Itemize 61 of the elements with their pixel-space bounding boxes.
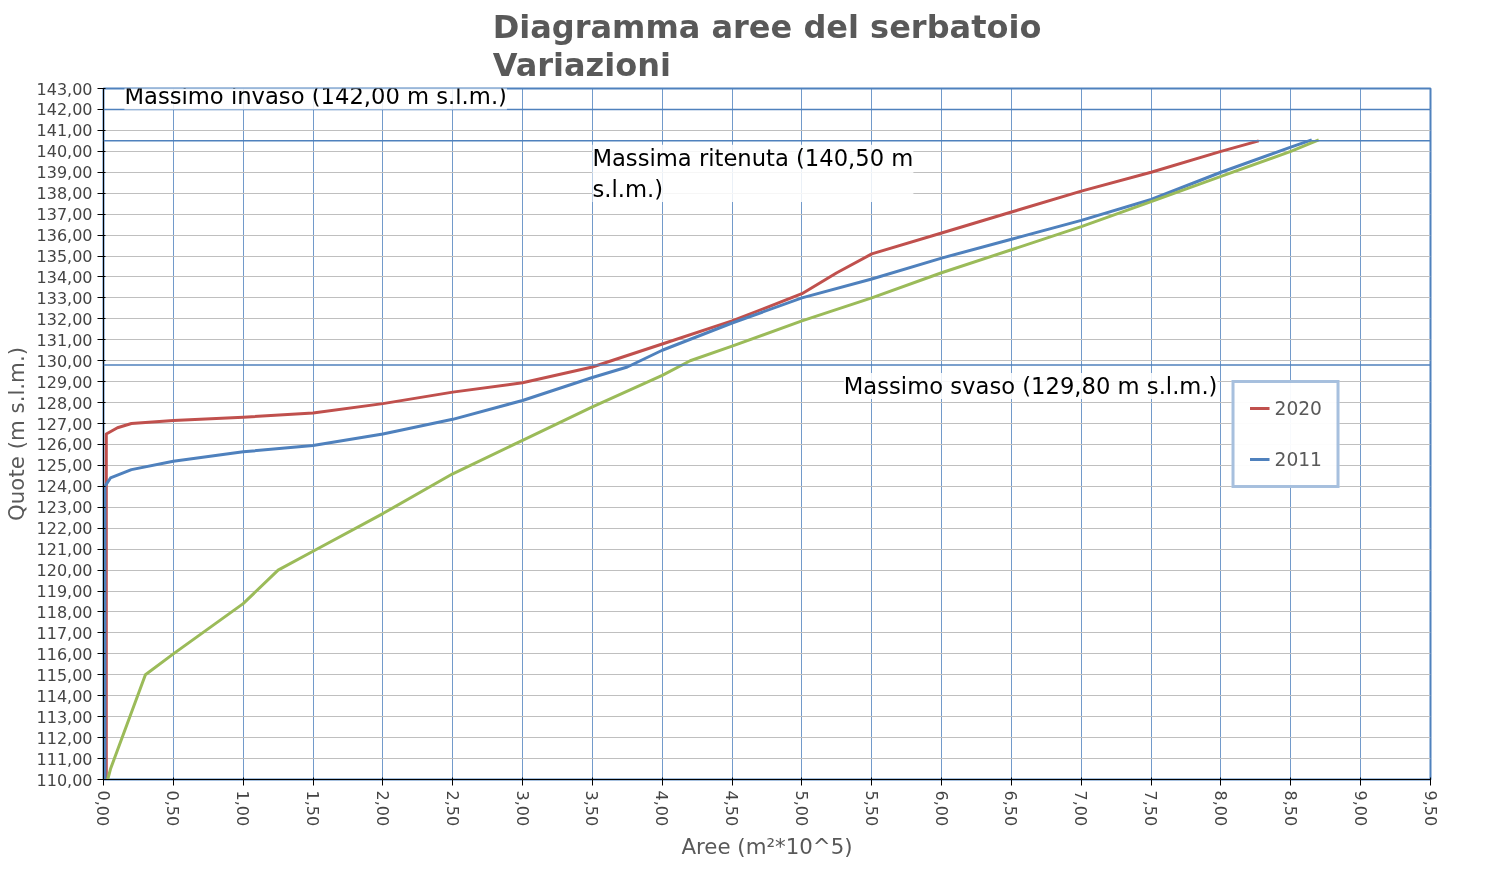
- y-axis-title: Quote (m s.l.m.): [3, 347, 29, 521]
- y-tick-label: 134,00: [36, 267, 93, 287]
- y-tick-label: 120,00: [36, 561, 93, 581]
- y-tick-label: 136,00: [36, 226, 93, 246]
- y-tick-label: 126,00: [36, 435, 93, 455]
- x-tick-label: 4,50: [722, 790, 742, 827]
- x-tick-label: 5,00: [791, 790, 811, 827]
- y-tick-label: 110,00: [36, 770, 93, 790]
- y-tick-label: 142,00: [36, 100, 93, 120]
- x-tick-label: 8,00: [1210, 790, 1230, 827]
- x-tick-label: 8,50: [1280, 790, 1300, 827]
- y-tick-label: 123,00: [36, 498, 93, 518]
- y-tick-label: 139,00: [36, 163, 93, 183]
- legend-label: 2020: [1274, 397, 1322, 419]
- y-tick-label: 117,00: [36, 623, 93, 643]
- x-tick-label: 3,50: [582, 790, 602, 827]
- y-tick-label: 111,00: [36, 749, 93, 769]
- x-tick-label: 3,00: [512, 790, 532, 827]
- y-tick-label: 140,00: [36, 142, 93, 162]
- y-tick-label: 129,00: [36, 372, 93, 392]
- ref-line-label: Massima ritenuta (140,50 m s.l.m.): [592, 144, 914, 203]
- y-tick-label: 124,00: [36, 477, 93, 497]
- y-tick-label: 115,00: [36, 665, 93, 685]
- x-tick-label: 0,00: [93, 790, 113, 827]
- x-tick-label: 5,50: [861, 790, 881, 827]
- y-tick-label: 133,00: [36, 288, 93, 308]
- y-tick-label: 138,00: [36, 184, 93, 204]
- x-tick-label: 1,00: [233, 790, 253, 827]
- y-tick-label: 121,00: [36, 540, 93, 560]
- y-tick-label: 114,00: [36, 686, 93, 706]
- y-tick-label: 118,00: [36, 602, 93, 622]
- x-tick-label: 7,50: [1141, 790, 1161, 827]
- x-tick-label: 2,50: [442, 790, 462, 827]
- x-tick-label: 7,00: [1071, 790, 1091, 827]
- ref-line-label: Massimo svaso (129,80 m s.l.m.): [843, 372, 1218, 399]
- y-tick-label: 137,00: [36, 205, 93, 225]
- x-axis-title: Aree (m²*10^5): [681, 834, 853, 860]
- x-tick-label: 4,00: [652, 790, 672, 827]
- y-tick-label: 128,00: [36, 393, 93, 413]
- y-tick-label: 130,00: [36, 351, 93, 371]
- x-tick-label: 2,00: [372, 790, 392, 827]
- x-tick-label: 9,00: [1350, 790, 1370, 827]
- y-tick-label: 141,00: [36, 121, 93, 141]
- y-tick-label: 125,00: [36, 456, 93, 476]
- y-tick-label: 116,00: [36, 644, 93, 664]
- x-tick-label: 6,50: [1001, 790, 1021, 827]
- chart-title: Diagramma aree del serbatoio Variazioni: [492, 7, 1042, 84]
- y-tick-label: 131,00: [36, 330, 93, 350]
- y-tick-label: 112,00: [36, 728, 93, 748]
- y-tick-label: 122,00: [36, 519, 93, 539]
- legend-label: 2011: [1274, 448, 1322, 470]
- x-tick-label: 0,50: [163, 790, 183, 827]
- x-tick-label: 1,50: [303, 790, 323, 827]
- y-tick-label: 113,00: [36, 707, 93, 727]
- x-tick-label: 9,50: [1420, 790, 1440, 827]
- y-tick-label: 132,00: [36, 309, 93, 329]
- y-tick-label: 135,00: [36, 247, 93, 267]
- y-tick-label: 127,00: [36, 414, 93, 434]
- x-tick-label: 6,00: [931, 790, 951, 827]
- y-tick-label: 119,00: [36, 582, 93, 602]
- y-tick-label: 143,00: [36, 79, 93, 99]
